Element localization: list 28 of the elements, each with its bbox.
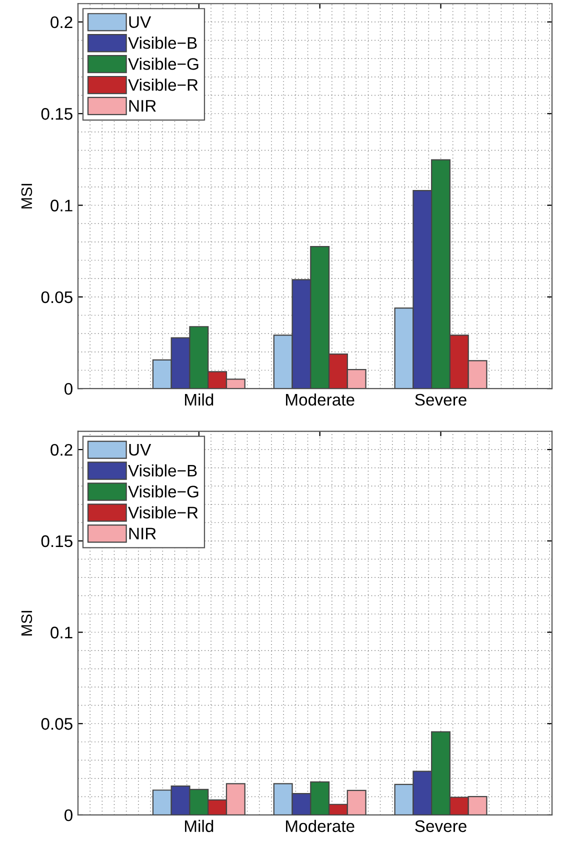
y-tick-label: 0.1 (50, 200, 72, 212)
legend-label: Visible−G (128, 485, 198, 498)
legend-label: Visible−B (128, 36, 197, 49)
y-tick-label: 0.2 (50, 444, 72, 456)
x-tick-label: Severe (415, 394, 466, 406)
legend-label: Visible−G (128, 58, 198, 70)
y-tick-label: 0.05 (41, 718, 72, 730)
x-tick-label: Moderate (286, 393, 354, 406)
legend-label: Visible−R (128, 78, 198, 91)
legend-label: UV (129, 16, 152, 28)
y-tick-label: 0 (64, 382, 72, 395)
y-tick-label: 0.1 (50, 626, 72, 638)
x-tick-label: Severe (415, 820, 466, 832)
legend-label: Visible−B (128, 464, 197, 477)
legend-label: NIR (129, 528, 156, 540)
legend-label: UV (129, 444, 152, 456)
x-tick-label: Mild (184, 820, 214, 832)
x-tick-label: Moderate (286, 820, 354, 832)
y-tick-label: 0.2 (50, 16, 72, 28)
x-tick-label: Mild (184, 393, 214, 406)
legend-label: NIR (129, 100, 156, 112)
y-axis-title: MSI (21, 610, 32, 636)
legend-label: Visible−R (128, 506, 198, 518)
y-tick-label: 0.05 (41, 291, 72, 304)
y-tick-label: 0 (64, 809, 72, 822)
y-tick-label: 0.15 (41, 535, 72, 548)
y-axis-title: MSI (21, 184, 32, 208)
y-tick-label: 0.15 (41, 108, 72, 120)
